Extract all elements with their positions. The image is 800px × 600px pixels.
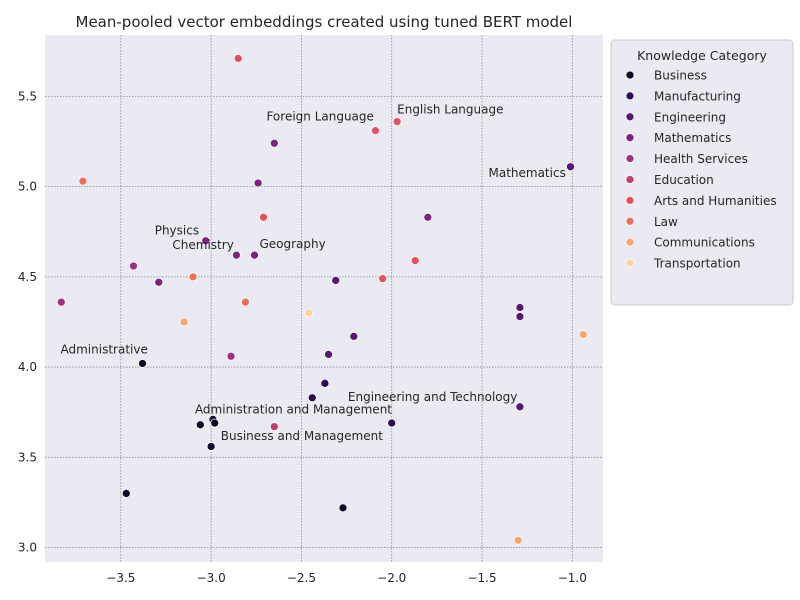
data-point-business: [206, 442, 216, 451]
data-point-arts-and-humanities: [378, 274, 388, 283]
y-tick-label: 5.5: [18, 89, 37, 103]
data-point-health-services: [226, 351, 236, 361]
data-point-arts-and-humanities: [233, 54, 243, 63]
data-points: [56, 54, 588, 545]
data-point-mathematics: [232, 250, 241, 260]
data-point-mathematics: [201, 236, 211, 246]
data-point-business: [138, 359, 147, 368]
x-tick-label: −2.0: [377, 571, 406, 585]
data-point-mathematics: [154, 277, 164, 287]
legend-box: [610, 39, 794, 306]
legend-marker: [625, 70, 635, 80]
data-point-business: [121, 489, 131, 498]
data-point-arts-and-humanities: [259, 212, 268, 222]
data-point-arts-and-humanities: [392, 117, 402, 126]
data-point-communications: [179, 317, 189, 327]
legend-marker: [625, 133, 635, 143]
data-point-engineering: [324, 350, 333, 359]
point-annotation: Administrative: [61, 342, 148, 356]
legend-label: Health Services: [654, 152, 748, 166]
data-point-manufacturing: [387, 418, 397, 428]
legend-marker: [625, 216, 635, 226]
data-point-arts-and-humanities: [410, 256, 420, 265]
point-annotation: Foreign Language: [266, 110, 373, 124]
data-point-mathematics: [250, 250, 259, 260]
data-point-health-services: [56, 297, 66, 307]
data-point-health-services: [129, 261, 138, 271]
y-tick-label: 3.5: [18, 450, 37, 464]
legend-label: Law: [654, 215, 678, 229]
legend-marker: [625, 112, 635, 122]
data-point-transportation: [304, 308, 314, 318]
y-tick-label: 4.0: [18, 360, 37, 374]
y-tick-label: 4.5: [18, 270, 37, 284]
legend-label: Business: [654, 69, 707, 83]
data-point-manufacturing: [320, 378, 330, 388]
data-point-law: [188, 272, 198, 282]
legend-marker: [625, 237, 635, 247]
point-annotation: Business and Management: [221, 429, 383, 443]
data-point-engineering: [515, 303, 525, 312]
point-annotation: Engineering and Technology: [348, 390, 517, 404]
legend-marker: [625, 196, 635, 205]
point-annotation: Physics: [155, 224, 199, 238]
legend-label: Communications: [654, 236, 755, 250]
data-point-mathematics: [269, 138, 279, 148]
plot-area: [45, 35, 603, 562]
data-point-education: [269, 422, 279, 431]
point-annotation: Geography: [259, 237, 325, 251]
legend-marker: [625, 154, 635, 163]
y-axis-ticks: 3.0 3.5 4.0 4.5 5.0 5.5: [18, 89, 37, 554]
y-tick-label: 5.0: [18, 180, 37, 194]
chart-title: Mean-pooled vector embeddings created us…: [76, 13, 573, 31]
legend-marker: [625, 91, 635, 101]
x-tick-label: −3.0: [197, 571, 226, 585]
data-point-engineering: [515, 402, 525, 412]
x-tick-label: −2.5: [287, 571, 316, 585]
x-axis-ticks: −3.5 −3.0 −2.5 −2.0 −1.5 −1.0: [106, 571, 587, 585]
data-point-business: [338, 503, 348, 513]
grid-lines: [45, 35, 603, 562]
legend-label: Manufacturing: [654, 89, 741, 103]
x-tick-label: −1.0: [558, 571, 587, 585]
data-point-arts-and-humanities: [371, 126, 380, 136]
point-annotation: Mathematics: [488, 166, 565, 180]
legend-label: Education: [654, 173, 714, 187]
point-annotations: English Language Foreign Language Mathemat…: [61, 103, 566, 443]
data-point-engineering: [566, 162, 575, 172]
data-point-law: [241, 297, 250, 307]
point-annotation: Chemistry: [172, 238, 233, 252]
data-point-engineering: [331, 276, 341, 285]
x-tick-label: −1.5: [467, 571, 496, 585]
legend-label: Arts and Humanities: [654, 194, 777, 208]
data-point-manufacturing: [307, 393, 317, 403]
data-point-mathematics: [253, 178, 263, 188]
data-point-engineering: [349, 332, 359, 341]
data-point-engineering: [515, 312, 525, 321]
point-annotation: Administration and Management: [195, 402, 392, 416]
legend-items: Business Manufacturing Engineering Mathemat…: [625, 69, 777, 271]
legend: Knowledge Category Business Manufacturing…: [610, 39, 794, 306]
legend-marker: [625, 175, 635, 184]
legend-title: Knowledge Category: [637, 48, 767, 63]
data-point-communications: [578, 330, 588, 339]
legend-label: Engineering: [654, 110, 726, 124]
legend-label: Transportation: [653, 257, 741, 271]
data-point-law: [78, 176, 88, 186]
point-annotation: English Language: [397, 103, 503, 117]
x-tick-label: −3.5: [106, 571, 135, 585]
legend-label: Mathematics: [654, 131, 731, 145]
data-point-business: [210, 418, 220, 428]
legend-marker: [625, 258, 635, 268]
data-point-business: [195, 420, 205, 430]
y-tick-label: 3.0: [18, 541, 37, 555]
data-point-communications: [513, 535, 523, 545]
data-point-mathematics: [423, 212, 433, 222]
